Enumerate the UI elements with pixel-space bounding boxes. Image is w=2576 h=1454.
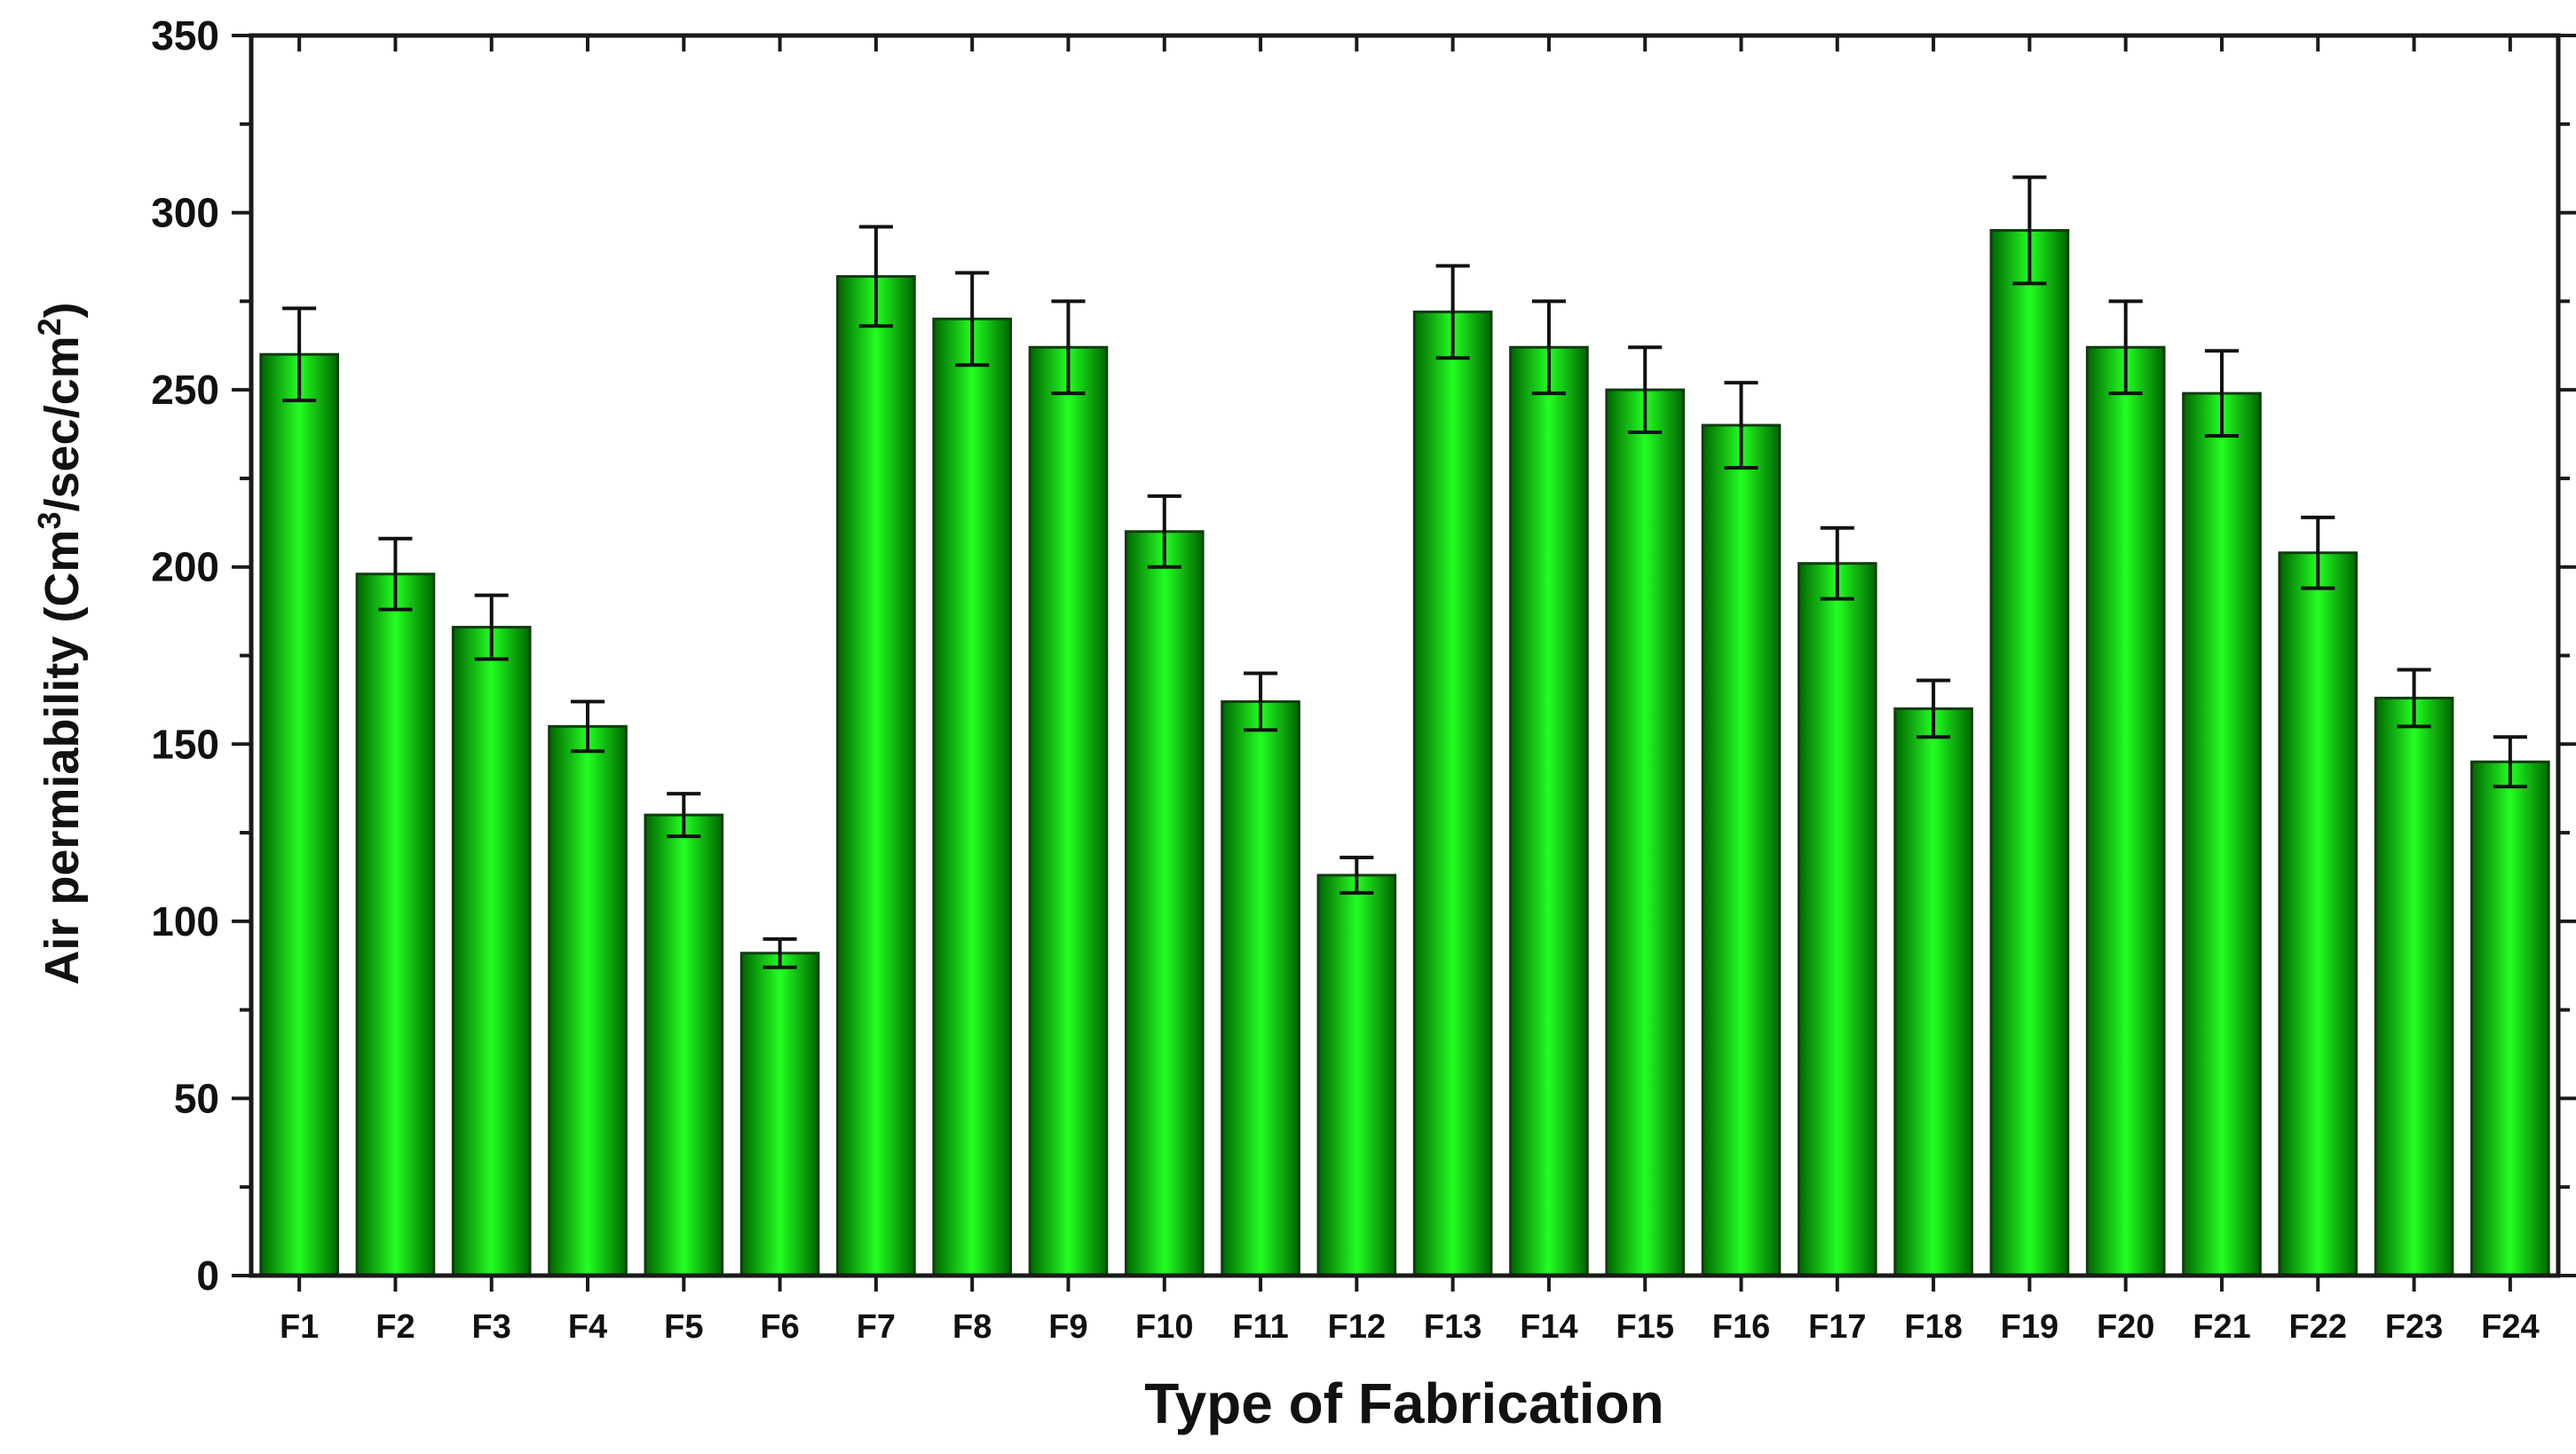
error-bar-F21 [2204, 349, 2240, 439]
error-bar-F4 [570, 699, 605, 754]
x-tick-label-F7: F7 [857, 1308, 896, 1346]
bar-F12 [1316, 873, 1397, 1277]
bar-F7 [836, 274, 916, 1277]
x-tick-label-F3: F3 [472, 1308, 511, 1346]
bar-F6 [739, 952, 820, 1277]
y-axis-title-sup1: 3 [31, 512, 67, 530]
error-bar-F10 [1147, 494, 1181, 569]
x-tick-label-F2: F2 [375, 1308, 415, 1346]
y-axis-title-middle: /sec/cm [36, 336, 89, 511]
bar-F21 [2182, 391, 2262, 1277]
bar-F4 [548, 724, 628, 1277]
error-bar-F16 [1724, 381, 1758, 470]
error-bar-F13 [1435, 264, 1470, 360]
y-tick-label-0: 0 [196, 1252, 219, 1299]
error-bar-F12 [1339, 856, 1374, 895]
x-tick-label-F10: F10 [1135, 1308, 1193, 1346]
error-bar-F5 [667, 792, 701, 839]
x-tick-label-F15: F15 [1616, 1308, 1673, 1346]
bar-F20 [2085, 345, 2166, 1277]
tick-labels: F1 F2 F3 F4 F5 F6 F7 F8 F9 F10 F11 F12 F13 F14 F15 F16 F… [151, 12, 2539, 1346]
bar-F8 [932, 317, 1013, 1277]
y-tick-label-100: 100 [151, 898, 219, 944]
bar-F5 [644, 813, 724, 1277]
x-tick-label-F16: F16 [1712, 1308, 1770, 1346]
x-tick-label-F1: F1 [280, 1308, 319, 1346]
x-tick-label-F4: F4 [568, 1308, 607, 1346]
y-tick-label-250: 250 [151, 367, 219, 413]
bar-F9 [1028, 345, 1109, 1277]
y-axis-title-suffix: ) [36, 302, 89, 318]
x-tick-label-F19: F19 [2001, 1308, 2058, 1346]
error-bar-F2 [378, 536, 413, 612]
x-tick-label-F8: F8 [952, 1308, 992, 1346]
x-axis-title: Type of Fabrication [1144, 1371, 1664, 1435]
bar-F14 [1509, 345, 1589, 1277]
x-tick-label-F12: F12 [1328, 1308, 1386, 1346]
y-axis-title-prefix: Air permiability (Cm [36, 530, 89, 985]
x-tick-label-F18: F18 [1904, 1308, 1962, 1346]
error-bar-F20 [2108, 299, 2143, 396]
error-bar-F23 [2397, 668, 2431, 729]
x-tick-label-F22: F22 [2289, 1308, 2347, 1346]
x-tick-label-F13: F13 [1424, 1308, 1482, 1346]
y-axis-title: Air permiability (Cm3/sec/cm2) [31, 302, 90, 984]
bar-F3 [451, 626, 532, 1277]
error-bar-F1 [282, 306, 317, 403]
x-tick-label-F23: F23 [2385, 1308, 2443, 1346]
bar-F16 [1701, 423, 1782, 1277]
bar-F15 [1605, 388, 1686, 1277]
y-tick-label-200: 200 [151, 544, 219, 590]
y-tick-label-300: 300 [151, 190, 219, 236]
x-tick-label-F6: F6 [760, 1308, 799, 1346]
bar-F1 [259, 352, 339, 1277]
bar-F17 [1797, 562, 1877, 1277]
error-bar-F7 [858, 225, 893, 328]
axes [232, 33, 2576, 1292]
bars [259, 229, 2550, 1277]
error-bar-F24 [2493, 735, 2527, 789]
bar-F24 [2470, 760, 2550, 1277]
y-tick-label-50: 50 [174, 1075, 219, 1121]
x-tick-label-F14: F14 [1520, 1308, 1577, 1346]
error-bar-F3 [474, 593, 509, 661]
bar-F23 [2374, 696, 2454, 1277]
x-tick-label-F20: F20 [2097, 1308, 2154, 1346]
error-bar-F9 [1051, 299, 1086, 396]
error-bar-F11 [1244, 671, 1278, 732]
x-tick-label-F9: F9 [1048, 1308, 1087, 1346]
x-tick-label-F5: F5 [664, 1308, 703, 1346]
x-tick-label-F11: F11 [1232, 1308, 1288, 1346]
x-tick-label-F21: F21 [2193, 1308, 2250, 1346]
error-bar-F19 [2012, 175, 2047, 286]
x-tick-label-F24: F24 [2481, 1308, 2539, 1346]
bar-F2 [355, 573, 436, 1277]
bar-F11 [1221, 699, 1300, 1277]
error-bar-F8 [955, 271, 990, 367]
y-axis-title-sup2: 2 [31, 318, 67, 336]
error-bar-F18 [1916, 678, 1951, 739]
error-bar-F6 [763, 936, 797, 969]
bar-F10 [1124, 530, 1205, 1277]
x-tick-label-F17: F17 [1808, 1308, 1866, 1346]
bar-F22 [2278, 551, 2359, 1277]
bar-F18 [1893, 707, 1973, 1277]
error-bar-F22 [2301, 515, 2335, 590]
error-bar-F15 [1628, 345, 1663, 435]
error-bar-F17 [1820, 525, 1854, 601]
y-tick-label-150: 150 [151, 721, 219, 767]
error-bars [282, 175, 2527, 969]
error-bar-F14 [1531, 299, 1566, 396]
bar-F19 [1989, 229, 2070, 1277]
bar-F13 [1412, 310, 1493, 1277]
y-tick-label-350: 350 [151, 12, 219, 59]
